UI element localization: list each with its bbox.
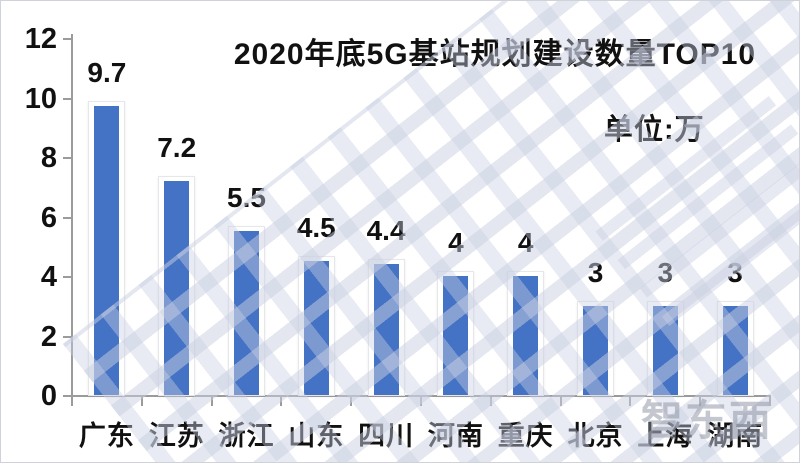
bar-shadow-box	[646, 301, 684, 396]
bar-shadow-box	[437, 271, 475, 396]
y-tick-mark	[63, 157, 72, 159]
x-tick-mark	[559, 397, 562, 406]
bar-value-label: 4.4	[366, 215, 406, 246]
bar-shadow-box	[577, 301, 614, 396]
bar-value-label: 3	[657, 257, 674, 288]
x-tick-mark	[140, 397, 143, 406]
x-tick-mark	[71, 397, 73, 406]
x-category-label: 广东	[78, 421, 135, 451]
y-tick-mark	[63, 97, 72, 100]
bar-value-label: 5.5	[227, 182, 266, 213]
bar-shadow-box	[88, 101, 126, 396]
x-category-label: 上海	[637, 421, 694, 451]
x-tick-mark	[489, 397, 492, 406]
bar-shadow-box	[158, 176, 196, 396]
bar	[303, 261, 329, 395]
bar	[583, 306, 608, 395]
bar	[94, 106, 120, 395]
x-category-label: 北京	[567, 421, 624, 451]
x-tick-mark	[350, 397, 353, 406]
bar-value-label: 4	[517, 227, 534, 258]
x-category-label: 河南	[427, 421, 484, 451]
y-tick-mark	[63, 276, 72, 278]
bar	[722, 306, 748, 395]
y-tick-label: 2	[40, 320, 57, 353]
x-category-label: 湖南	[707, 421, 764, 451]
x-category-label: 江苏	[148, 421, 205, 451]
y-tick-mark	[63, 216, 72, 219]
bar	[652, 306, 678, 395]
y-tick-label: 10	[24, 82, 57, 115]
x-category-label: 山东	[288, 421, 345, 451]
bar-value-label: 3	[727, 257, 743, 288]
x-category-label: 四川	[358, 421, 415, 451]
y-tick-label: 8	[40, 142, 57, 174]
y-tick-mark	[63, 335, 72, 338]
bar	[373, 264, 399, 395]
bar-value-label: 4	[448, 227, 464, 258]
y-tick-label: 4	[40, 261, 57, 293]
bar-shadow-box	[507, 271, 545, 396]
y-tick-label: 0	[40, 380, 57, 412]
bar-shadow-box	[716, 301, 754, 396]
bar	[164, 181, 190, 395]
y-tick-label: 6	[40, 201, 57, 234]
y-tick-label: 12	[24, 23, 57, 55]
bar-value-label: 9.7	[87, 57, 127, 88]
bar-shadow-box	[228, 226, 265, 396]
bar-value-label: 4.5	[296, 212, 336, 243]
bar-value-label: 7.2	[157, 132, 197, 163]
bar	[443, 276, 469, 395]
x-category-label: 浙江	[218, 421, 275, 451]
y-tick-mark	[63, 38, 72, 40]
bar	[513, 276, 539, 395]
x-tick-mark	[629, 397, 632, 406]
bar-shadow-box	[367, 259, 405, 396]
x-tick-mark	[769, 397, 771, 406]
x-category-label: 重庆	[497, 421, 554, 451]
plot-area: 9.7 7.2 5.5 4.5 4.4 4 4 3 3 3	[72, 1, 770, 396]
bar	[234, 231, 259, 395]
x-tick-mark	[420, 397, 422, 406]
bar-shadow-box	[297, 256, 335, 396]
bar-value-label: 3	[587, 257, 604, 288]
x-tick-mark	[699, 397, 702, 406]
x-tick-mark	[210, 397, 213, 406]
x-tick-mark	[280, 397, 283, 406]
